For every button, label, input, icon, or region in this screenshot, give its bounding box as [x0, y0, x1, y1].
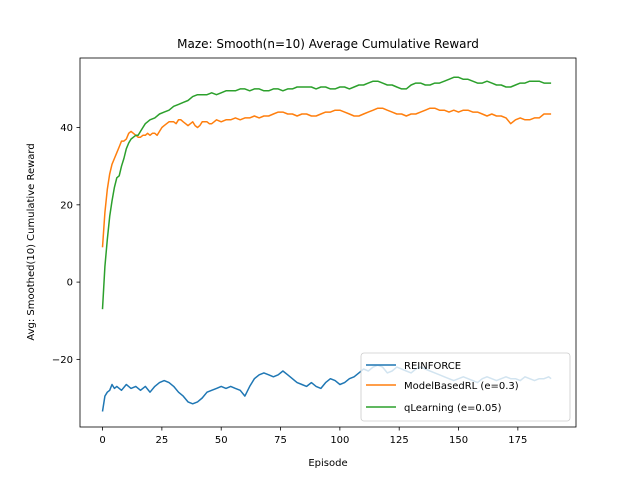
y-axis-label: Avg: Smoothed(10) Cumulative Reward [26, 143, 37, 340]
y-tick-label: 40 [60, 123, 73, 134]
y-tick-label: −20 [52, 355, 73, 366]
x-tick-label: 175 [508, 435, 527, 446]
x-tick-label: 125 [390, 435, 409, 446]
x-tick-label: 0 [99, 435, 105, 446]
y-tick-label: 0 [67, 278, 73, 289]
x-tick-label: 150 [449, 435, 468, 446]
x-tick-label: 75 [274, 435, 287, 446]
chart-title: Maze: Smooth(n=10) Average Cumulative Re… [177, 37, 479, 51]
series-line-modelbasedrl [101, 107, 552, 248]
y-axis-ticks: −20 0 20 40 [52, 123, 80, 366]
x-tick-label: 50 [215, 435, 228, 446]
series-line-qlearning [101, 76, 552, 310]
y-tick-label: 20 [60, 200, 73, 211]
legend-label-modelbasedrl: ModelBasedRL (e=0.3) [404, 381, 519, 392]
x-axis-label: Episode [308, 458, 347, 469]
legend-label-reinforce: REINFORCE [404, 361, 461, 372]
x-axis-ticks: 0 25 50 75 100 125 150 175 [99, 427, 527, 446]
legend-box [360, 352, 571, 422]
x-tick-label: 25 [156, 435, 169, 446]
x-tick-label: 100 [330, 435, 349, 446]
axes-frame [79, 57, 577, 428]
legend-label-qlearning: qLearning (e=0.05) [404, 403, 502, 414]
legend: REINFORCE ModelBasedRL (e=0.3) qLearning… [360, 352, 571, 422]
